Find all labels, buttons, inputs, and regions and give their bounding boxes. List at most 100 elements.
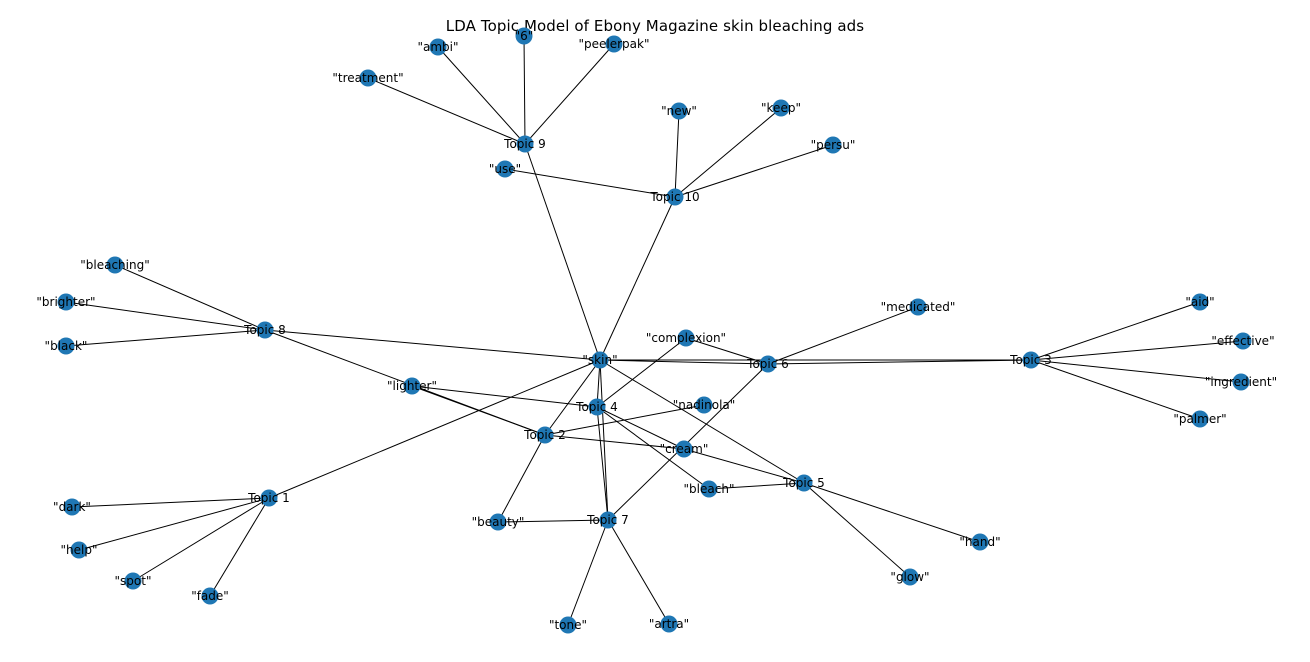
node-marker — [106, 256, 124, 274]
edge-topic-2-skin — [544, 359, 601, 436]
node-marker — [256, 321, 274, 339]
node-label: Topic 7 — [586, 513, 629, 527]
edge-topic-1-dark — [71, 497, 270, 508]
node-label: Topic 9 — [503, 137, 546, 151]
node-label: "hand" — [959, 535, 1000, 549]
edge-topic-9-skin — [524, 143, 601, 361]
edge-topic-5-glow — [803, 482, 911, 578]
node-marker — [824, 136, 842, 154]
edge-topic-9-treatment — [367, 77, 526, 145]
node-label: "bleach" — [684, 482, 735, 496]
edge-topic-10-keep — [674, 107, 782, 198]
edge-topic-8-bleaching — [114, 264, 266, 331]
node-persu: "persu" — [811, 136, 856, 154]
node-topic-6: Topic 6 — [746, 355, 789, 373]
node-black: "black" — [45, 337, 87, 355]
node-fade: "fade" — [191, 587, 229, 605]
node-dark: "dark" — [53, 498, 91, 516]
edge-topic-3-ingredient — [1030, 359, 1242, 383]
edge-topic-10-use — [504, 168, 676, 198]
node-aid: "aid" — [1185, 293, 1215, 311]
node-label: "ingredient" — [1205, 375, 1277, 389]
edge-topic-2-beauty — [497, 434, 546, 523]
node-palmer: "palmer" — [1173, 410, 1227, 428]
node-label: "spot" — [115, 574, 152, 588]
edge-topic-3-aid — [1030, 301, 1201, 361]
edge-topic-7-artra — [607, 519, 670, 625]
node-label: "aid" — [1185, 295, 1214, 309]
edge-topic-3-effective — [1030, 340, 1244, 361]
node-marker — [1022, 351, 1040, 369]
node-marker — [670, 102, 688, 120]
edge-topic-7-skin — [599, 359, 609, 521]
node-marker — [359, 69, 377, 87]
edge-topic-3-topic-6 — [767, 359, 1032, 365]
edge-topic-8-black — [65, 329, 266, 347]
edge-topic-3-palmer — [1030, 359, 1201, 420]
node-label: "dark" — [53, 500, 91, 514]
node-label: "lighter" — [387, 379, 437, 393]
node-label: "palmer" — [1173, 412, 1226, 426]
node-hand: "hand" — [959, 533, 1001, 551]
node-use: "use" — [489, 160, 521, 178]
edge-topic-4-bleach — [596, 406, 710, 490]
node-new: "new" — [661, 102, 697, 120]
node-marker — [660, 615, 678, 633]
node-marker — [795, 474, 813, 492]
node-label: "help" — [61, 543, 98, 557]
node-keep: "keep" — [761, 99, 801, 117]
node-marker — [403, 377, 421, 395]
edge-topic-5-skin — [599, 359, 805, 484]
node-topic-4: Topic 4 — [575, 398, 618, 416]
node-label: "tone" — [549, 618, 587, 632]
node-marker — [901, 568, 919, 586]
edge-topic-4-cream — [596, 406, 685, 450]
node-marker — [1234, 332, 1252, 350]
node-nadinola: "nadinola" — [673, 396, 735, 414]
node-marker — [591, 351, 609, 369]
node-label: "use" — [489, 162, 521, 176]
node-ambi: "ambi" — [417, 38, 459, 56]
edge-topic-4-lighter — [411, 385, 598, 408]
node-lighter: "lighter" — [387, 377, 437, 395]
node-label: "bleaching" — [80, 258, 150, 272]
node-marker — [1232, 373, 1250, 391]
node-label: "glow" — [890, 570, 929, 584]
diagram-title: LDA Topic Model of Ebony Magazine skin b… — [445, 17, 865, 35]
node-marker — [63, 498, 81, 516]
node-marker — [57, 337, 75, 355]
node-marker — [772, 99, 790, 117]
edge-topic-5-bleach — [708, 482, 805, 490]
node-topic-1: Topic 1 — [247, 489, 290, 507]
edge-topic-10-new — [674, 110, 680, 198]
edge-topic-7-topic-4 — [596, 406, 609, 521]
node-skin: "skin" — [582, 351, 618, 369]
node-marker — [70, 541, 88, 559]
node-label: "6" — [515, 29, 534, 43]
node-label: "complexion" — [646, 331, 726, 345]
edge-topic-10-skin — [599, 196, 676, 361]
node-artra: "artra" — [649, 615, 689, 633]
node-label: Topic 3 — [1009, 353, 1052, 367]
edge-topic-1-spot — [132, 497, 270, 582]
node-label: "peelerpak" — [579, 37, 650, 51]
node-ingredient: "ingredient" — [1205, 373, 1277, 391]
node-label: Topic 1 — [247, 491, 290, 505]
node-label: Topic 8 — [243, 323, 286, 337]
node-label: "keep" — [761, 101, 801, 115]
node-peelerpak: "peelerpak" — [579, 35, 650, 53]
edge-topic-6-medicated — [767, 306, 919, 365]
node-topic-9: Topic 9 — [503, 135, 546, 153]
node-label: "effective" — [1211, 334, 1274, 348]
node-marker — [515, 27, 533, 45]
node-topic-8: Topic 8 — [243, 321, 286, 339]
node-topic-7: Topic 7 — [586, 511, 629, 529]
node-topic-5: Topic 5 — [782, 474, 825, 492]
node-cream: "cream" — [660, 440, 708, 458]
node-marker — [496, 160, 514, 178]
node-glow: "glow" — [890, 568, 930, 586]
edge-topic-9-6 — [523, 35, 526, 145]
node-label: "persu" — [811, 138, 856, 152]
edge-topic-1-fade — [209, 497, 270, 597]
node-marker — [666, 188, 684, 206]
